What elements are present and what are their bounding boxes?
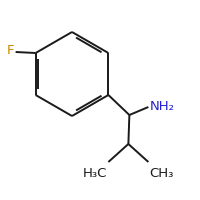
Text: CH₃: CH₃ bbox=[149, 167, 174, 180]
Text: F: F bbox=[7, 45, 15, 58]
Text: NH₂: NH₂ bbox=[149, 99, 174, 112]
Text: H₃C: H₃C bbox=[83, 167, 107, 180]
